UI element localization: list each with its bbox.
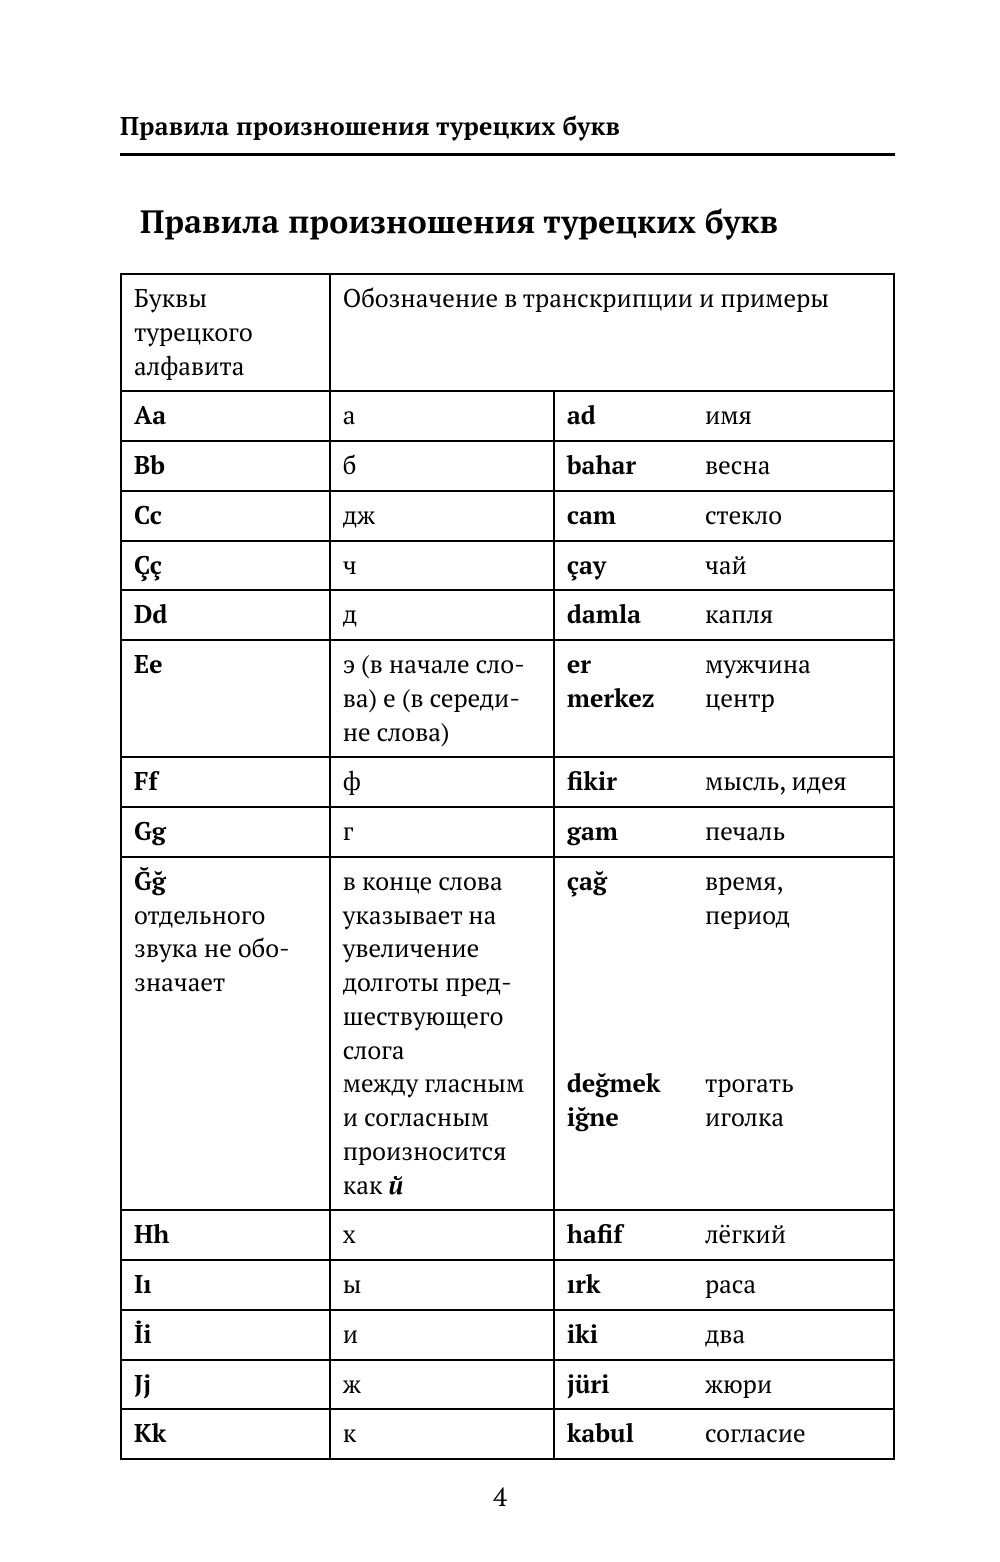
table-row: Hhхhafifлёгкий [121,1210,894,1260]
cell-example: damla [554,590,693,640]
table-row: Ggгgamпечаль [121,807,894,857]
header-col-letters: Буквы турецкого алфавита [121,274,330,391]
cell-translation: мужчинацентр [693,640,894,757]
cell-letter: Cc [121,491,330,541]
cell-translation: весна [693,441,894,491]
table-body: Буквы турецкого алфавита Обозначение в т… [121,274,894,1459]
cell-transcription: ы [330,1260,554,1310]
table-row: Ğğотдельного звука не обо-значаетв конце… [121,857,894,1211]
page-number: 4 [0,1480,1000,1514]
table-row: Jjжjüriжюри [121,1360,894,1410]
cell-letter: Ee [121,640,330,757]
cell-example: ırk [554,1260,693,1310]
table-row: Kkкkabulсогласие [121,1409,894,1459]
cell-letter: Ff [121,757,330,807]
cell-letter: Jj [121,1360,330,1410]
table-row: Ddдdamlaкапля [121,590,894,640]
cell-example: bahar [554,441,693,491]
cell-example: cam [554,491,693,541]
cell-letter: Bb [121,441,330,491]
cell-translation: мысль, идея [693,757,894,807]
cell-letter: Dd [121,590,330,640]
cell-letter: Aa [121,391,330,441]
table-header-row: Буквы турецкого алфавита Обозначение в т… [121,274,894,391]
table-row: İiиikiдва [121,1310,894,1360]
cell-transcription: к [330,1409,554,1459]
cell-letter: Ğğотдельного звука не обо-значает [121,857,330,1211]
cell-transcription: э (в начале сло-ва) е (в середи-не слова… [330,640,554,757]
table-row: Bbбbaharвесна [121,441,894,491]
cell-transcription: ж [330,1360,554,1410]
cell-transcription: б [330,441,554,491]
cell-letter: Çç [121,541,330,591]
cell-translation: раса [693,1260,894,1310]
running-head: Правила произношения турецких букв [120,110,895,156]
cell-transcription: д [330,590,554,640]
table-row: Ççчçayчай [121,541,894,591]
cell-transcription: х [330,1210,554,1260]
table-row: Iıыırkраса [121,1260,894,1310]
cell-example: kabul [554,1409,693,1459]
cell-example: ermerkez [554,640,693,757]
cell-transcription: и [330,1310,554,1360]
cell-transcription: дж [330,491,554,541]
cell-letter: Hh [121,1210,330,1260]
cell-translation: согласие [693,1409,894,1459]
cell-example: çağdeğmekiğne [554,857,693,1211]
cell-translation: капля [693,590,894,640]
cell-example: gam [554,807,693,857]
cell-translation: имя [693,391,894,441]
cell-transcription: г [330,807,554,857]
header-col-transcription: Обозначение в транскрипции и примеры [330,274,894,391]
cell-example: ad [554,391,693,441]
cell-transcription: в конце слова указывает на увеличение до… [330,857,554,1211]
cell-translation: два [693,1310,894,1360]
cell-letter: Kk [121,1409,330,1459]
cell-letter: İi [121,1310,330,1360]
cell-transcription: ч [330,541,554,591]
cell-example: iki [554,1310,693,1360]
page-title: Правила произношения турецких букв [140,201,895,243]
table-row: Aaаadимя [121,391,894,441]
cell-transcription: ф [330,757,554,807]
cell-example: çay [554,541,693,591]
cell-translation: жюри [693,1360,894,1410]
cell-letter: Iı [121,1260,330,1310]
cell-translation: лёгкий [693,1210,894,1260]
cell-example: jüri [554,1360,693,1410]
cell-letter: Gg [121,807,330,857]
table-row: Ffфfikirмысль, идея [121,757,894,807]
table-row: Eeэ (в начале сло-ва) е (в середи-не сло… [121,640,894,757]
cell-translation: чай [693,541,894,591]
table-row: Ccджcamстекло [121,491,894,541]
cell-translation: стекло [693,491,894,541]
page: Правила произношения турецких букв Прави… [0,0,1000,1562]
cell-example: hafif [554,1210,693,1260]
cell-translation: печаль [693,807,894,857]
pronunciation-table: Буквы турецкого алфавита Обозначение в т… [120,273,895,1460]
cell-transcription: а [330,391,554,441]
cell-translation: время,периодтрогатьиголка [693,857,894,1211]
cell-example: fikir [554,757,693,807]
